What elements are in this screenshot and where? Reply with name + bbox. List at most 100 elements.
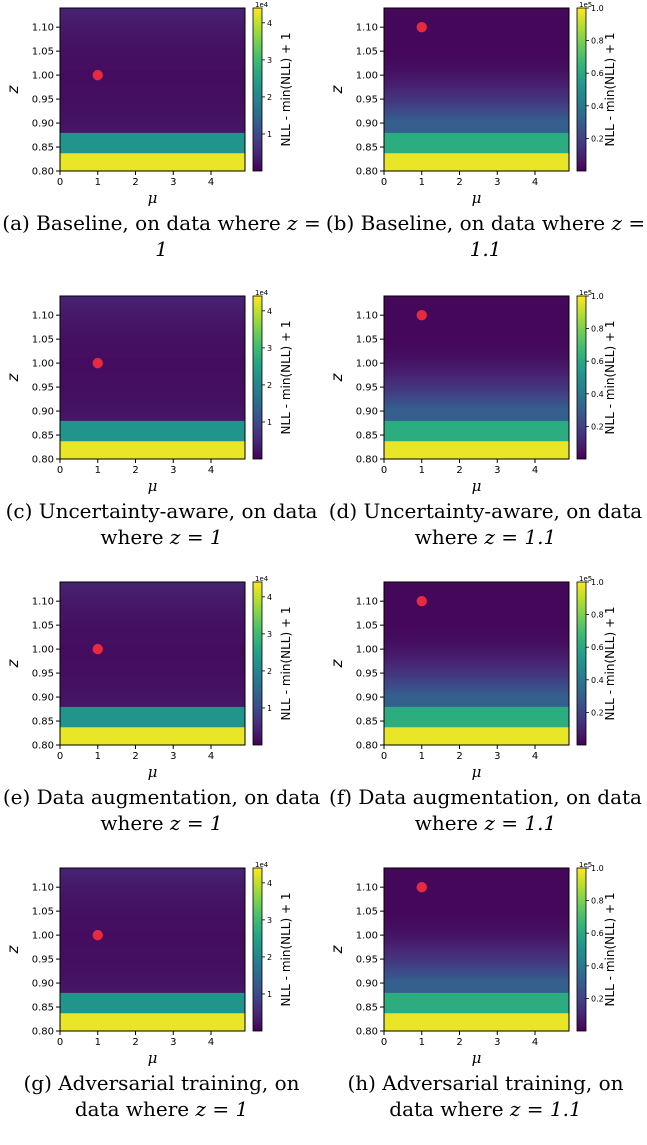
heatmap-cell xyxy=(60,955,245,959)
heatmap-cell xyxy=(60,868,245,871)
colorbar xyxy=(252,867,263,1032)
heatmap-cell xyxy=(60,726,245,730)
heatmap-cell xyxy=(384,375,569,379)
heatmap-cell xyxy=(60,162,245,166)
x-tick-label: 4 xyxy=(208,177,214,188)
y-axis-label: z xyxy=(328,658,346,668)
colorbar-tick-label: 0.2 xyxy=(591,134,604,143)
heatmap-cell xyxy=(384,1008,569,1012)
heatmap-cell xyxy=(60,416,245,419)
x-tick-label: 3 xyxy=(170,177,176,188)
x-axis-label: μ xyxy=(472,1049,482,1067)
heatmap-cell xyxy=(384,920,569,924)
y-tick-label: 0.85 xyxy=(356,143,378,154)
heatmap-cell xyxy=(60,742,245,746)
heatmap-cell xyxy=(384,324,569,328)
heatmap-cell xyxy=(60,85,245,89)
y-axis-label: z xyxy=(328,84,346,94)
heatmap-cell xyxy=(60,608,245,612)
colorbar-tick-label: 0.4 xyxy=(591,102,604,111)
heatmap-cell xyxy=(384,128,569,131)
heatmap-cell xyxy=(60,923,245,926)
heatmap-svg: 0 1 2 3 4 0.80 0.85 0.90 0.95 1.00 1.05 1.10 μ z 1 2 3 4 1… xyxy=(4,289,293,495)
true-parameter-marker xyxy=(92,69,103,81)
heatmap-cell xyxy=(60,10,245,13)
heatmap-cell xyxy=(60,312,245,315)
heatmap-cell xyxy=(384,34,569,38)
heatmap-cell xyxy=(384,694,569,697)
heatmap-cell xyxy=(384,124,569,127)
heatmap-cell xyxy=(384,738,569,742)
x-tick-label: 4 xyxy=(532,751,538,762)
heatmap-cell xyxy=(60,115,245,119)
heatmap-cell xyxy=(384,142,569,146)
x-tick-label: 0 xyxy=(381,1037,387,1048)
colorbar xyxy=(252,7,263,172)
colorbar-tick-label: 0.4 xyxy=(591,676,604,685)
colorbar-tick-label: 0.4 xyxy=(591,962,604,971)
heatmap-cell xyxy=(384,298,569,301)
heatmap-cell xyxy=(60,304,245,307)
figure-caption: (h) Adversarial training, on data where … xyxy=(324,1070,647,1122)
heatmap-cell xyxy=(384,105,569,109)
heatmap-panel-b: 0 1 2 3 4 0.80 0.85 0.90 0.95 1.00 1.05 1.10 μ z 0.2 0.… xyxy=(324,0,647,285)
heatmap-cell xyxy=(384,734,569,738)
heatmap-cell xyxy=(60,622,245,626)
heatmap-cell xyxy=(60,661,245,665)
x-tick-label: 1 xyxy=(95,751,101,762)
heatmap-cell xyxy=(384,588,569,591)
heatmap-cell xyxy=(60,896,245,900)
plot-frame xyxy=(383,581,570,746)
y-tick-label: 1.00 xyxy=(356,71,378,82)
y-tick-label: 1.05 xyxy=(32,907,54,918)
heatmap-cell xyxy=(384,52,569,56)
figure-caption: (b) Baseline, on data where z = 1.1 xyxy=(324,210,647,262)
y-tick-label: 0.95 xyxy=(356,383,378,394)
heatmap-cell xyxy=(384,138,569,142)
heatmap-cell xyxy=(60,430,245,434)
heatmap-cell xyxy=(384,696,569,699)
heatmap-cell xyxy=(60,933,245,936)
heatmap-cell xyxy=(60,454,245,458)
heatmap-cell xyxy=(384,610,569,614)
heatmap-cell xyxy=(384,46,569,50)
y-tick-label: 0.90 xyxy=(356,979,378,990)
heatmap-cell xyxy=(384,342,569,346)
heatmap-cell xyxy=(384,998,569,1002)
heatmap-cell xyxy=(60,1016,245,1020)
heatmap-cell xyxy=(60,949,245,953)
heatmap-cell xyxy=(60,63,245,66)
y-axis-label: z xyxy=(4,84,22,94)
heatmap-cell xyxy=(60,367,245,370)
heatmap-cell xyxy=(384,308,569,311)
heatmap-cell xyxy=(384,651,569,654)
heatmap-cell xyxy=(60,81,245,84)
heatmap-cell xyxy=(60,146,245,150)
heatmap-cell xyxy=(60,1012,245,1016)
caption-text: (d) Uncertainty-aware, on data where xyxy=(328,499,643,549)
y-tick-label: 1.00 xyxy=(356,931,378,942)
heatmap-cell xyxy=(60,8,245,11)
heatmap-cell xyxy=(384,710,569,713)
heatmap-cell xyxy=(60,957,245,961)
heatmap-cell xyxy=(60,448,245,452)
heatmap-cell xyxy=(60,357,245,360)
heatmap-cell xyxy=(60,916,245,920)
x-tick-label: 1 xyxy=(419,751,425,762)
heatmap-cell xyxy=(384,346,569,350)
heatmap-cell xyxy=(384,160,569,164)
heatmap-cell xyxy=(384,28,569,32)
heatmap-cell xyxy=(384,10,569,13)
colorbar-exponent: 1e4 xyxy=(255,861,269,869)
heatmap-cell xyxy=(60,937,245,940)
heatmap-cell xyxy=(384,328,569,332)
heatmap-cell xyxy=(384,56,569,60)
heatmap-svg: 0 1 2 3 4 0.80 0.85 0.90 0.95 1.00 1.05 1.10 μ z 0.2 0.… xyxy=(328,289,617,495)
heatmap-cell xyxy=(384,452,569,456)
heatmap-cell xyxy=(384,637,569,640)
heatmap-cell xyxy=(60,422,245,425)
y-tick-label: 0.85 xyxy=(32,143,54,154)
heatmap-cell xyxy=(60,152,245,156)
heatmap-cell xyxy=(384,338,569,342)
heatmap-cell xyxy=(384,659,569,663)
